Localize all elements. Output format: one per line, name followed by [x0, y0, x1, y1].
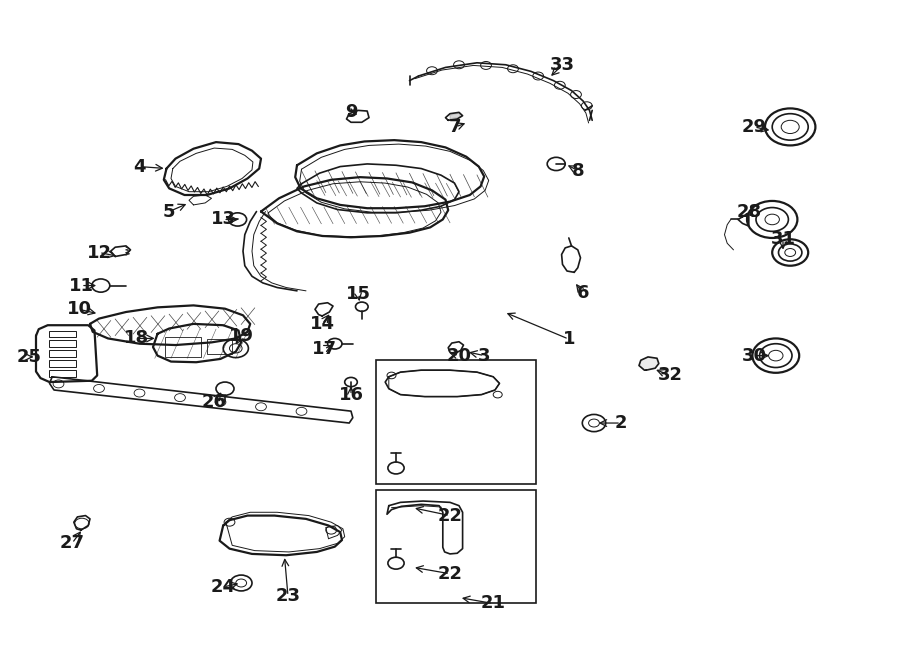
Bar: [376, 490, 536, 603]
Text: 33: 33: [550, 56, 575, 74]
Bar: [49, 350, 76, 357]
Text: 22: 22: [437, 564, 463, 583]
Text: 14: 14: [310, 315, 335, 333]
Text: 22: 22: [437, 506, 463, 525]
Text: 9: 9: [345, 103, 357, 122]
Text: 8: 8: [572, 161, 584, 180]
Text: 13: 13: [211, 210, 236, 229]
Polygon shape: [639, 357, 659, 370]
Polygon shape: [450, 113, 461, 119]
Text: 30: 30: [742, 346, 767, 365]
Bar: [49, 330, 76, 337]
Text: 3: 3: [478, 346, 491, 365]
Bar: [376, 360, 536, 484]
Text: 31: 31: [770, 230, 796, 249]
Text: 10: 10: [67, 300, 92, 319]
Bar: [49, 360, 76, 367]
Text: 18: 18: [124, 329, 149, 348]
Text: 4: 4: [133, 157, 146, 176]
Text: 28: 28: [736, 202, 761, 221]
Bar: [49, 340, 76, 347]
Text: 32: 32: [658, 366, 683, 385]
Text: 11: 11: [68, 276, 94, 295]
Text: 23: 23: [275, 587, 301, 605]
Text: 5: 5: [163, 202, 176, 221]
Text: 27: 27: [59, 534, 85, 553]
Text: 16: 16: [338, 386, 364, 405]
Text: 25: 25: [16, 348, 41, 366]
Text: 12: 12: [86, 243, 112, 262]
Bar: [165, 337, 201, 357]
Text: 19: 19: [229, 327, 254, 345]
Text: 7: 7: [449, 118, 462, 136]
Text: 2: 2: [615, 414, 627, 432]
Bar: [207, 339, 232, 354]
Text: 17: 17: [311, 340, 337, 358]
Text: 24: 24: [211, 578, 236, 596]
Text: 20: 20: [446, 346, 472, 365]
Bar: [49, 370, 76, 377]
Text: 26: 26: [202, 393, 227, 411]
Text: 1: 1: [562, 330, 575, 348]
Text: 15: 15: [346, 285, 371, 303]
Text: 6: 6: [577, 284, 590, 303]
Text: 29: 29: [742, 118, 767, 136]
Text: 21: 21: [481, 594, 506, 613]
